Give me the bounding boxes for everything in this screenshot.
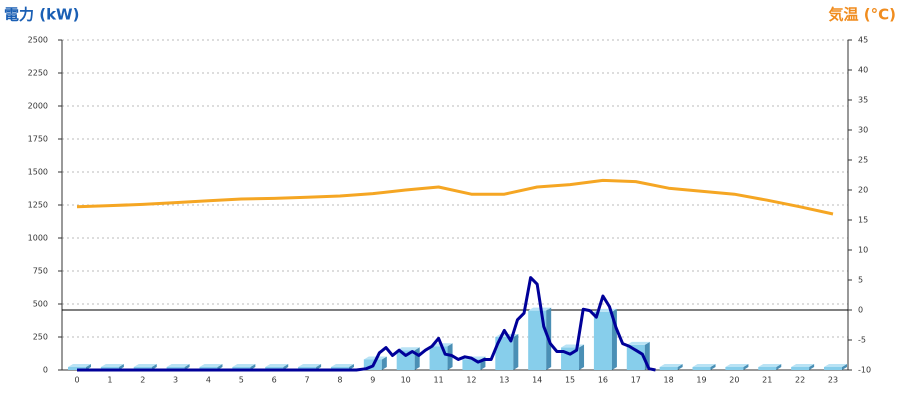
x-tick-label: 13 (499, 376, 509, 385)
y-tick-label: 750 (33, 267, 48, 276)
bar-top (199, 364, 223, 367)
bar-top (298, 364, 322, 367)
bar-top (166, 364, 190, 367)
y-tick-label: 2000 (28, 102, 48, 111)
y2-tick-label: -5 (858, 336, 866, 345)
y2-tick-label: -10 (858, 366, 871, 375)
bar-top (659, 364, 683, 367)
y2-tick-label: 0 (858, 306, 863, 315)
bar (758, 367, 777, 370)
bar-top (68, 364, 91, 367)
bar-side (776, 364, 782, 370)
bar-top (692, 364, 716, 367)
bar-side (579, 344, 585, 370)
bar-side (743, 364, 749, 370)
bar (824, 367, 842, 370)
y-tick-label: 1250 (28, 201, 48, 210)
y-tick-label: 2500 (28, 36, 48, 45)
bar (725, 367, 744, 370)
x-tick-label: 18 (664, 376, 674, 385)
bar (593, 311, 612, 370)
x-tick-label: 20 (729, 376, 739, 385)
bar-top (232, 364, 256, 367)
x-tick-label: 7 (305, 376, 310, 385)
bar-top (725, 364, 749, 367)
bar-top (824, 364, 847, 367)
bar-side (677, 364, 683, 370)
x-tick-label: 8 (337, 376, 342, 385)
bar (791, 367, 810, 370)
bar (495, 337, 514, 370)
x-tick-label: 23 (828, 376, 838, 385)
y2-tick-label: 5 (858, 276, 863, 285)
y2-axis-title: 気温 (°C) (829, 6, 896, 24)
bar-top (758, 364, 782, 367)
bar-top (396, 347, 420, 351)
bar (692, 367, 711, 370)
x-tick-label: 12 (466, 376, 476, 385)
x-tick-label: 10 (401, 376, 411, 385)
y-tick-label: 0 (43, 366, 48, 375)
x-tick-label: 6 (272, 376, 277, 385)
bar-side (842, 364, 847, 370)
bar-top (330, 364, 354, 367)
bar-side (513, 334, 519, 370)
y2-tick-label: 40 (858, 66, 868, 75)
y-tick-label: 1750 (28, 135, 48, 144)
line (76, 178, 834, 216)
bar-top (626, 341, 650, 345)
y-tick-label: 500 (33, 300, 48, 309)
x-tick-label: 3 (173, 376, 178, 385)
x-tick-label: 19 (696, 376, 706, 385)
y-axis-title: 電力 (kW) (4, 6, 79, 24)
bar-top (265, 364, 289, 367)
x-tick-label: 4 (206, 376, 211, 385)
x-tick-label: 21 (762, 376, 772, 385)
y-tick-label: 2250 (28, 69, 48, 78)
y2-tick-label: 10 (858, 246, 868, 255)
x-tick-label: 11 (433, 376, 443, 385)
x-tick-label: 2 (140, 376, 145, 385)
y2-tick-label: 30 (858, 126, 868, 135)
bar (462, 359, 481, 370)
bar-side (809, 364, 815, 370)
bar (396, 350, 415, 370)
x-tick-label: 1 (107, 376, 112, 385)
bar-top (133, 364, 157, 367)
y2-tick-label: 45 (858, 36, 868, 45)
x-tick-label: 5 (239, 376, 244, 385)
x-tick-label: 15 (565, 376, 575, 385)
y2-tick-label: 35 (858, 96, 868, 105)
bar-side (710, 364, 716, 370)
x-tick-label: 0 (74, 376, 79, 385)
x-tick-label: 17 (631, 376, 641, 385)
bar-top (791, 364, 815, 367)
bar-side (381, 356, 387, 370)
x-tick-label: 16 (598, 376, 608, 385)
y2-tick-label: 25 (858, 156, 868, 165)
x-tick-label: 14 (532, 376, 542, 385)
bar (659, 367, 678, 370)
x-tick-label: 22 (795, 376, 805, 385)
y-tick-label: 250 (33, 333, 48, 342)
line (77, 276, 656, 372)
y-tick-label: 1000 (28, 234, 48, 243)
bar (528, 310, 547, 370)
y2-tick-label: 20 (858, 186, 868, 195)
y-tick-label: 1500 (28, 168, 48, 177)
x-tick-label: 9 (370, 376, 375, 385)
bar-top (100, 364, 124, 367)
y2-tick-label: 15 (858, 216, 868, 225)
bar-side (414, 347, 420, 370)
